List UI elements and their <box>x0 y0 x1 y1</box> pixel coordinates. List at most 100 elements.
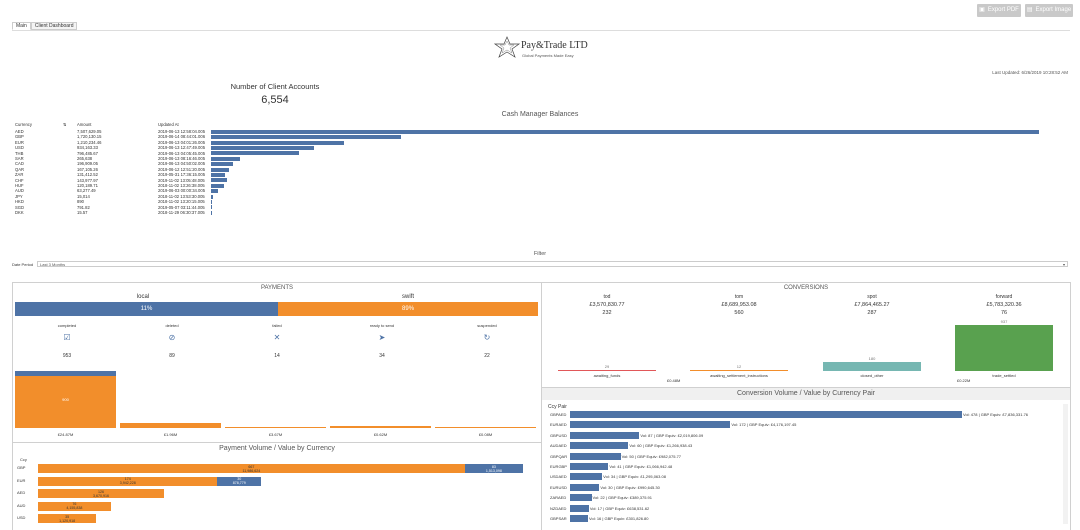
row-amount: 791.82 <box>77 204 90 210</box>
conversion-type-amount: £8,689,953.08 <box>721 302 757 308</box>
payment-volume-panel: Payment Volume / Value by Currency Ccy G… <box>12 442 542 530</box>
conversion-volume-label: Vol: 22 | GBP Equiv: £389,375.91 <box>592 495 652 501</box>
row-updated: 2018-11-02 13:53:30.005 <box>158 193 205 199</box>
swift-pct: 89% <box>402 306 415 312</box>
row-updated: 2019-05-31 17:36:15.005 <box>158 172 206 178</box>
header-updated: Updated At <box>158 122 179 127</box>
row-amount: 265,638 <box>77 156 93 161</box>
currency-pair-label: GBPAED <box>550 412 567 417</box>
row-amount: 131,412.52 <box>77 172 98 178</box>
logo-star-icon <box>494 36 520 58</box>
conversion-status-bar <box>558 369 656 371</box>
row-amount: 196,909.05 <box>77 161 98 167</box>
currency-label: USD <box>17 515 26 520</box>
swift-volume-bar: 126 3,670,916 <box>38 489 165 498</box>
row-updated: 2019-06-14 08:44:01.006 <box>158 134 206 140</box>
conversion-volume-bar <box>570 421 731 429</box>
row-updated: 2018-11-02 13:20:15.005 <box>158 199 205 205</box>
row-currency: SAR <box>15 156 24 161</box>
scrollbar[interactable] <box>1063 404 1068 524</box>
export-pdf-label: Export PDF <box>987 7 1019 13</box>
currency-pair-label: EURAED <box>550 422 567 428</box>
row-amount: 7,507,629.05 <box>77 129 102 134</box>
row-currency: AED <box>15 129 24 134</box>
row-currency: CHF <box>15 177 24 183</box>
export-pdf-button[interactable]: ▣ Export PDF <box>977 4 1021 17</box>
row-currency: QAR <box>15 166 25 172</box>
conversion-volume-label: Vol: 172 | GBP Equiv: £4,176,197.45 <box>731 422 797 428</box>
balance-bar <box>211 151 299 156</box>
tab-client-dashboard[interactable]: Client Dashboard <box>30 22 78 30</box>
last-updated: Last Updated: 6/26/2019 10:28:52 AM <box>992 70 1068 75</box>
row-amount: 143,977.97 <box>77 177 98 183</box>
pdf-icon: ▣ <box>979 7 985 13</box>
row-currency: DKK <box>15 210 24 215</box>
row-amount: 167,105.26 <box>77 166 98 172</box>
status-amount-bar: 900 <box>15 371 116 428</box>
send-icon[interactable]: ➤ <box>378 333 386 342</box>
currency-pair-label: GBPQAR <box>550 453 568 459</box>
x-icon[interactable]: ✕ <box>273 333 281 342</box>
conversions-footer-right: £0.22M <box>957 378 971 383</box>
status-amount-bar <box>225 427 326 428</box>
status-amount: £1.96M <box>163 432 178 437</box>
local-label: local <box>136 294 150 300</box>
image-icon: ▤ <box>1026 7 1033 13</box>
row-currency: HKD <box>15 199 24 205</box>
conversion-status-label: awaiting_settlement_instructions <box>710 373 768 378</box>
conversion-type-name: spot <box>867 294 877 300</box>
cash-manager-table: Currency ⇅ Amount Updated At AED 7,507,62… <box>15 122 1065 242</box>
balance-bar <box>211 162 233 167</box>
swift-label: swift <box>402 294 414 300</box>
date-period-select[interactable]: Last 3 Months ▾ <box>37 261 1068 267</box>
date-period-value: Last 3 Months <box>40 262 66 267</box>
header-amount: Amount <box>77 122 92 127</box>
ban-icon[interactable]: ⊘ <box>168 333 176 342</box>
row-currency: AUD <box>15 188 24 194</box>
refresh-icon[interactable]: ↻ <box>483 333 491 342</box>
status-amount-bar <box>435 426 536 428</box>
conversion-type-name: forward <box>995 294 1013 300</box>
currency-pair-label: NZDAED <box>550 505 567 511</box>
conversion-type-name: tod <box>603 294 611 300</box>
row-currency: JPY <box>15 193 23 199</box>
conversion-status-label: awaiting_funds <box>593 373 621 378</box>
balance-bar <box>211 210 212 215</box>
conversion-status-value: 12 <box>736 364 742 369</box>
conversion-volume-label: Vol: 87 | GBP Equiv: £2,019,806.09 <box>640 432 704 438</box>
row-currency: GBP <box>15 134 24 140</box>
conversion-type-name: tom <box>734 294 744 300</box>
tab-main[interactable]: Main <box>12 22 31 30</box>
row-amount: 15,014 <box>77 193 90 199</box>
currency-label: AUD <box>17 502 26 508</box>
status-label: suspended <box>477 323 497 328</box>
swift-volume-bar: 35 1,120,918 <box>38 514 97 523</box>
conversions-panel: CONVERSIONS tod £3,570,830.77 232 tom £8,689… <box>541 282 1071 389</box>
status-count: 14 <box>274 353 280 359</box>
status-label: deleted <box>165 323 179 328</box>
local-volume-label: 30 878,779 <box>232 477 246 485</box>
sort-icon[interactable]: ⇅ <box>63 122 67 127</box>
conversion-volume-label: Vol: 17 | GBP Equiv: £638,531.62 <box>589 505 650 511</box>
currency-pair-label: EURUSD <box>550 484 567 490</box>
row-currency: SGD <box>15 204 25 210</box>
conversion-status-value: 937 <box>1000 319 1008 324</box>
balance-bar <box>211 129 1039 134</box>
conversion-volume-label: Vol: 478 | GBP Equiv: £7,836,331.76 <box>963 412 1029 417</box>
balance-bar <box>211 135 401 140</box>
check-box-icon[interactable]: ☑ <box>63 333 71 342</box>
status-amount-bar <box>120 422 221 428</box>
export-image-button[interactable]: ▤ Export Image <box>1025 4 1073 17</box>
row-amount: 1,720,130.15 <box>77 134 102 140</box>
conversions-footer-left: £0.48M <box>667 378 681 383</box>
row-updated: 2019-06-13 04:50:02.005 <box>158 161 206 167</box>
row-updated: 2019-06-13 04:05:45.005 <box>158 150 206 156</box>
client-accounts-title: Number of Client Accounts <box>230 82 320 91</box>
row-currency: USD <box>15 145 24 151</box>
row-amount: 1,210,234.46 <box>77 139 102 145</box>
conversion-volume-label: Vol: 41 | GBP Equiv: £1,066,942.48 <box>609 464 673 469</box>
currency-label: AED <box>17 490 26 495</box>
currency-pair-label: ZARAED <box>550 495 567 501</box>
conversion-type-count: 232 <box>602 310 612 316</box>
balance-bar <box>211 183 225 188</box>
